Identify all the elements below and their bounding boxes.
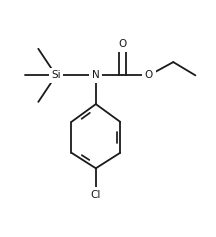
Text: N: N bbox=[92, 70, 100, 80]
Text: O: O bbox=[145, 70, 153, 80]
Text: Si: Si bbox=[51, 70, 61, 80]
Text: O: O bbox=[118, 39, 127, 49]
Text: Cl: Cl bbox=[91, 190, 101, 200]
